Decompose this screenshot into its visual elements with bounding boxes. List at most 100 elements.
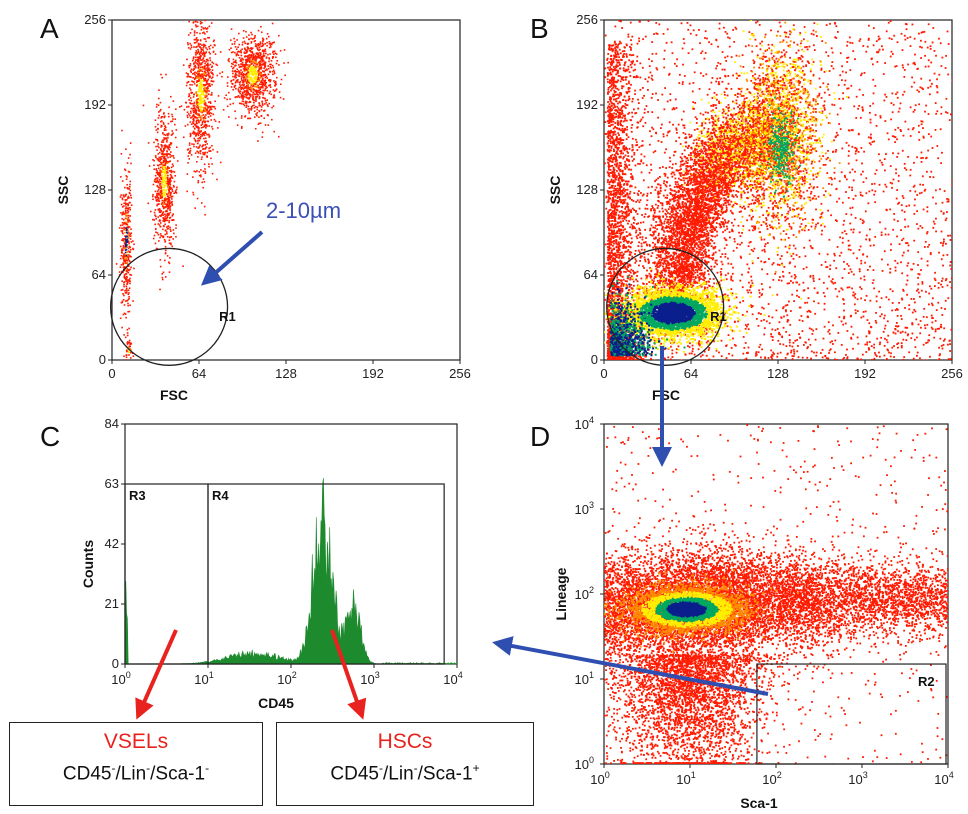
event-dot-a [227, 76, 229, 78]
event-dot-a [122, 249, 124, 251]
event-dot-b [656, 33, 659, 35]
event-dot-a [266, 99, 269, 101]
event-dot-b [918, 90, 920, 93]
event-dot-a [186, 75, 189, 78]
event-dot-a [258, 116, 260, 118]
event-dot-a [255, 66, 258, 69]
event-dot-b [744, 327, 747, 330]
event-dot-b [888, 37, 891, 40]
event-dot-b [946, 197, 948, 200]
event-dot-a [265, 82, 268, 84]
event-dot-a [200, 100, 202, 102]
event-dot-b [927, 149, 930, 152]
event-dot-a [204, 140, 206, 143]
event-dot-b [842, 298, 845, 301]
event-dot-b [660, 342, 662, 345]
event-dot-a [244, 52, 247, 54]
event-dot-b [687, 52, 690, 55]
event-dot-b [940, 65, 943, 67]
event-dot-a [164, 157, 167, 160]
event-dot-a [199, 110, 202, 112]
event-dot-b [730, 347, 733, 349]
event-dot-b [655, 22, 658, 24]
event-dot-a [166, 146, 168, 149]
event-dot-a [264, 99, 267, 102]
event-dot-a [204, 44, 207, 47]
event-dot-a [202, 89, 205, 92]
event-dot-a [126, 176, 128, 178]
event-dot-a [209, 108, 211, 111]
event-dot-a [159, 214, 162, 217]
event-dot-b [630, 223, 633, 226]
event-dot-a [128, 354, 130, 356]
event-dot-b [731, 329, 734, 332]
event-dot-a [198, 68, 200, 71]
event-dot-a [240, 102, 243, 105]
event-dot-b [730, 143, 733, 145]
event-dot-b [764, 245, 766, 248]
event-dot-b [737, 320, 740, 323]
event-dot-a [246, 46, 249, 48]
event-dot-b [894, 128, 897, 131]
event-dot-b [712, 355, 715, 358]
event-dot-a [262, 75, 265, 77]
event-dot-a [188, 20, 191, 23]
event-dot-a [216, 151, 219, 153]
event-dot-b [689, 342, 691, 345]
event-dot-b [604, 76, 607, 79]
event-dot-b [871, 189, 874, 192]
event-dot-b [781, 190, 784, 193]
event-dot-a [223, 97, 226, 99]
event-dot-a [259, 91, 262, 93]
event-dot-b [730, 288, 733, 291]
event-dot-a [243, 95, 245, 98]
event-dot-b [810, 350, 813, 353]
panel-a-ytick-label: 64 [92, 267, 106, 282]
event-dot-a [129, 268, 131, 271]
event-dot-b [846, 357, 849, 360]
event-dot-b [664, 87, 666, 89]
event-dot-b [639, 120, 642, 123]
event-dot-a [210, 66, 213, 68]
event-dot-b [780, 162, 782, 164]
event-dot-a [197, 42, 200, 45]
event-dot-a [257, 42, 260, 45]
event-dot-b [896, 96, 899, 99]
event-dot-b [919, 86, 922, 89]
event-dot-a [115, 263, 118, 265]
event-dot-b [732, 337, 734, 340]
event-dot-b [698, 28, 700, 31]
event-dot-a [188, 93, 190, 95]
event-dot-b [635, 278, 637, 281]
event-dot-b [933, 336, 936, 339]
event-dot-a [125, 229, 128, 232]
event-dot-a [198, 139, 201, 142]
event-dot-a [241, 43, 244, 46]
event-dot-b [922, 127, 924, 130]
event-dot-a [237, 75, 240, 77]
event-dot-a [191, 59, 194, 62]
event-dot-a [240, 59, 242, 62]
event-dot-a [128, 280, 131, 282]
event-dot-a [235, 61, 238, 64]
event-dot-b [625, 99, 627, 102]
event-dot-a [168, 148, 171, 151]
event-dot-b [868, 239, 871, 242]
event-dot-a [192, 115, 194, 117]
event-dot-b [838, 254, 841, 257]
event-dot-b [618, 20, 621, 22]
event-dot-b [920, 269, 922, 271]
event-dot-b [690, 134, 693, 137]
event-dot-a [250, 70, 253, 73]
event-dot-a [258, 49, 260, 52]
event-dot-b [828, 238, 831, 241]
event-dot-b [866, 268, 869, 271]
event-dot-a [202, 101, 204, 104]
event-dot-a [170, 169, 172, 172]
event-dot-b [650, 163, 652, 166]
event-dot-a [269, 83, 271, 86]
event-dot-b [841, 65, 843, 68]
event-dot-b [723, 93, 726, 96]
event-dot-a [198, 64, 200, 66]
event-dot-b [761, 293, 763, 296]
